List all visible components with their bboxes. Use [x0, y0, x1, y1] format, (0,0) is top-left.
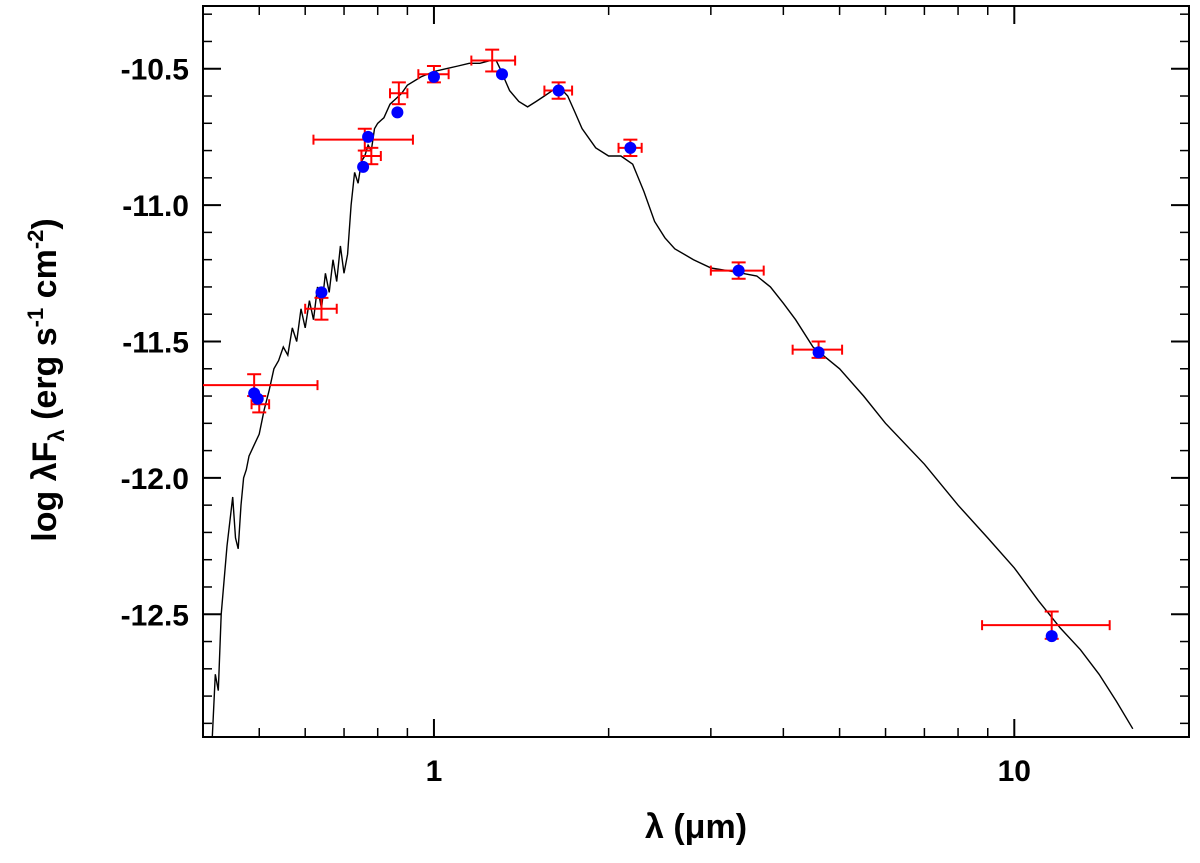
y-tick-label: -11.0 — [122, 190, 189, 223]
y-tick-label: -11.5 — [122, 326, 189, 359]
y-axis-title-end: ) — [26, 218, 64, 229]
synthetic-point — [357, 160, 370, 173]
y-axis-title-pre: log λF — [26, 442, 64, 542]
synthetic-point — [391, 106, 404, 119]
observed-points — [203, 48, 1111, 640]
plot-frame — [202, 5, 1190, 738]
observed-point — [389, 81, 409, 106]
x-axis-title-symbol: λ — [645, 808, 664, 846]
y-axis-title-sup1: -1 — [23, 308, 48, 328]
axis-ticks — [202, 6, 1190, 737]
x-tick-label: 10 — [998, 755, 1031, 788]
synthetic-points — [248, 68, 1058, 643]
y-axis-title-sub: λ — [44, 429, 69, 441]
x-tick-labels: 1 10 — [426, 755, 1031, 788]
y-tick-label: -12.5 — [121, 599, 189, 632]
synthetic-point — [812, 346, 825, 359]
x-tick-label: 1 — [426, 755, 443, 788]
y-tick-labels: -10.5 -11.0 -11.5 -12.0 -12.5 — [121, 54, 189, 633]
y-tick-label: -12.0 — [121, 463, 189, 496]
y-axis-title-mid2: cm — [26, 249, 64, 308]
model-spectrum-line — [211, 59, 1134, 737]
synthetic-point — [496, 68, 509, 81]
synthetic-point — [624, 141, 637, 154]
synthetic-point — [1045, 630, 1058, 643]
y-axis-title-mid1: (erg s — [26, 327, 64, 429]
observed-point — [470, 48, 517, 73]
synthetic-point — [362, 130, 375, 143]
y-axis-title-sup2: -2 — [23, 230, 48, 250]
x-axis-title: λ (μm) — [645, 808, 747, 846]
observed-point — [617, 138, 643, 158]
synthetic-point — [552, 84, 565, 97]
synthetic-point — [251, 392, 264, 405]
synthetic-point — [315, 286, 328, 299]
synthetic-point — [732, 264, 745, 277]
x-axis-title-unit: (μm) — [664, 808, 747, 846]
synthetic-point — [427, 70, 440, 83]
y-tick-label: -10.5 — [121, 54, 189, 87]
y-axis-title: log λFλ (erg s-1 cm-2) — [23, 218, 69, 541]
